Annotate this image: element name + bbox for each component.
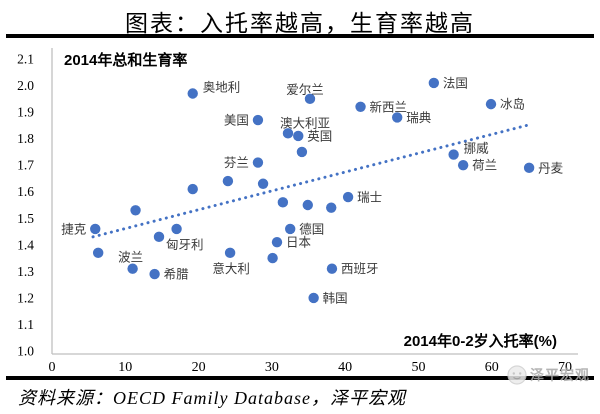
country-label: 澳大利亚	[280, 116, 330, 130]
scatter-point	[277, 197, 289, 208]
x-tick-label: 0	[49, 360, 56, 375]
country-label: 捷克	[61, 222, 86, 236]
y-tick-label: 2.1	[17, 52, 34, 67]
y-tick-label: 2.0	[17, 78, 34, 93]
scatter-point	[282, 128, 294, 139]
title-divider	[6, 34, 594, 38]
scatter-point	[252, 157, 264, 168]
trend-line	[91, 123, 529, 239]
x-tick-label: 50	[411, 360, 425, 375]
scatter-point	[187, 88, 198, 99]
country-label: 匈牙利	[166, 238, 204, 252]
watermark: 泽平宏观	[506, 364, 590, 386]
y-tick-label: 1.0	[17, 343, 34, 358]
scatter-point	[485, 98, 497, 110]
scatter-point	[257, 178, 269, 189]
y-tick-label: 1.5	[17, 211, 34, 226]
scatter-point	[428, 77, 440, 89]
country-label: 瑞典	[406, 111, 431, 125]
country-label: 爱尔兰	[286, 82, 324, 97]
scatter-point	[92, 247, 104, 258]
scatter-point	[302, 199, 313, 211]
y-tick-label: 1.3	[17, 264, 34, 279]
country-label: 奥地利	[203, 81, 241, 95]
country-label: 美国	[224, 114, 249, 128]
source-note: 资料来源：OECD Family Database，泽平宏观	[18, 388, 406, 408]
country-label: 新西兰	[370, 99, 408, 114]
country-label: 丹麦	[538, 161, 564, 175]
scatter-point	[296, 146, 308, 158]
scatter-point	[523, 162, 535, 174]
country-label: 挪威	[464, 142, 490, 156]
scatter-point	[252, 114, 264, 126]
y-tick-label: 1.2	[17, 290, 34, 305]
country-label: 西班牙	[341, 262, 379, 276]
x-tick-label: 10	[118, 360, 132, 375]
page-title: 图表：入托率越高，生育率越高	[125, 11, 475, 36]
scatter-point	[90, 223, 101, 235]
country-label: 冰岛	[500, 97, 525, 112]
y-tick-label: 1.7	[17, 158, 34, 173]
y-tick-label: 1.8	[17, 131, 34, 146]
country-label: 荷兰	[472, 159, 497, 173]
country-label: 韩国	[323, 290, 348, 305]
watermark-logo-icon	[507, 365, 527, 385]
x-axis-title: 2014年0-2岁入托率(%)	[403, 333, 557, 350]
y-tick-label: 1.6	[17, 184, 34, 199]
y-tick-label: 1.1	[17, 317, 34, 332]
x-tick-label: 40	[338, 360, 352, 375]
scatter-point	[187, 183, 198, 195]
scatter-point	[326, 263, 338, 274]
y-tick-label: 1.4	[17, 237, 34, 252]
scatter-point	[342, 191, 354, 203]
scatter-point	[304, 93, 316, 105]
country-label: 英国	[307, 129, 332, 143]
footer-divider	[6, 376, 594, 380]
country-label: 日本	[286, 236, 312, 250]
y-tick-label: 1.9	[17, 105, 34, 120]
scatter-point	[267, 252, 278, 264]
scatter-point	[222, 175, 234, 187]
country-label: 瑞士	[357, 191, 382, 205]
country-label: 德国	[299, 221, 324, 236]
scatter-point	[153, 231, 165, 243]
x-tick-label: 30	[265, 360, 279, 375]
scatter-point	[271, 236, 283, 248]
x-tick-label: 60	[485, 360, 499, 375]
x-tick-label: 20	[192, 360, 206, 375]
scatter-point	[224, 247, 236, 258]
scatter-point	[326, 202, 337, 213]
scatter-point	[130, 205, 141, 216]
y-axis-title: 2014年总和生育率	[64, 52, 188, 69]
country-label: 意大利	[212, 261, 250, 276]
country-label: 希腊	[164, 267, 190, 282]
scatter-point	[127, 263, 138, 274]
scatter-point	[457, 159, 469, 171]
scatter-point	[293, 130, 304, 142]
x-tick-label: 70	[558, 360, 572, 375]
scatter-point	[284, 223, 296, 235]
scatter-point	[355, 101, 366, 112]
scatter-point	[149, 268, 160, 280]
country-label: 波兰	[118, 251, 143, 265]
scatter-point	[448, 149, 459, 160]
scatter-point	[391, 112, 403, 123]
scatter-point	[308, 292, 319, 304]
watermark-text: 泽平宏观	[530, 367, 590, 383]
country-label: 法国	[443, 76, 468, 90]
country-label: 芬兰	[224, 156, 249, 170]
scatter-point	[171, 223, 182, 235]
